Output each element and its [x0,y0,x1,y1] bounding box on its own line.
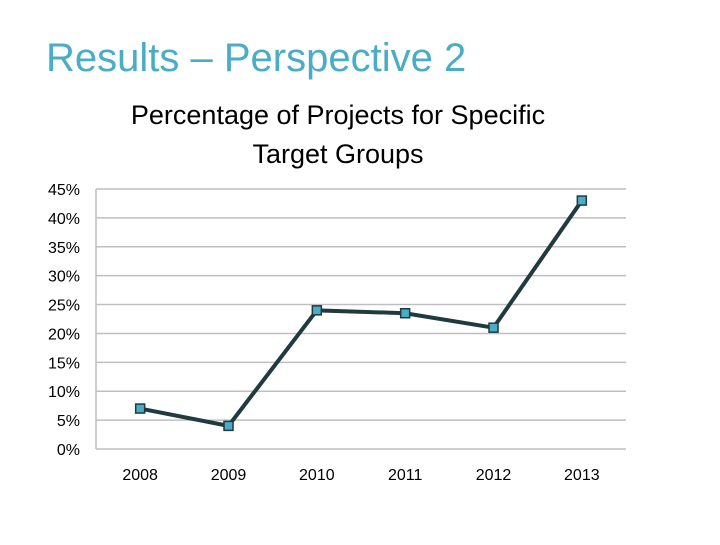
data-point-2009 [223,420,234,432]
y-tick-label-25: 25% [48,298,80,315]
y-tick-label-15: 15% [48,355,80,372]
chart-title-line-2: Target Groups [252,139,423,169]
data-point-2008 [134,403,146,414]
y-tick-label-0: 0% [57,442,80,459]
y-axis-tick-labels: 0% 5% 10% 15% 20% 25% 30% 35% 40% 45% [48,182,80,459]
series-line-group [139,199,584,428]
y-tick-label-10: 10% [48,384,80,401]
series-markers [134,195,588,432]
x-axis-tick-labels: 2008 2009 2010 2011 2012 2013 [122,467,599,484]
y-tick-label-5: 5% [57,413,80,430]
slide-title: Results – Perspective 2 [46,36,467,80]
x-tick-label-2012: 2012 [476,467,512,484]
data-point-2012 [488,322,499,333]
data-point-2010 [311,305,323,316]
gridlines [95,188,626,450]
y-tick-label-35: 35% [48,240,80,257]
x-tick-label-2013: 2013 [564,467,600,484]
x-tick-label-2011: 2011 [388,467,423,484]
y-tick-label-40: 40% [48,211,80,228]
y-tick-label-45: 45% [48,182,80,199]
series-line-0 [139,199,584,428]
y-tick-label-20: 20% [48,326,80,343]
x-tick-label-2009: 2009 [211,467,247,484]
chart-title-line-1: Percentage of Projects for Specific [131,100,545,130]
data-point-2013 [576,195,588,206]
data-point-2011 [399,307,411,319]
chart-title: Percentage of Projects for Specific Targe… [131,100,545,169]
x-tick-label-2008: 2008 [122,467,158,484]
y-tick-label-30: 30% [48,269,80,286]
x-tick-label-2010: 2010 [299,467,335,484]
